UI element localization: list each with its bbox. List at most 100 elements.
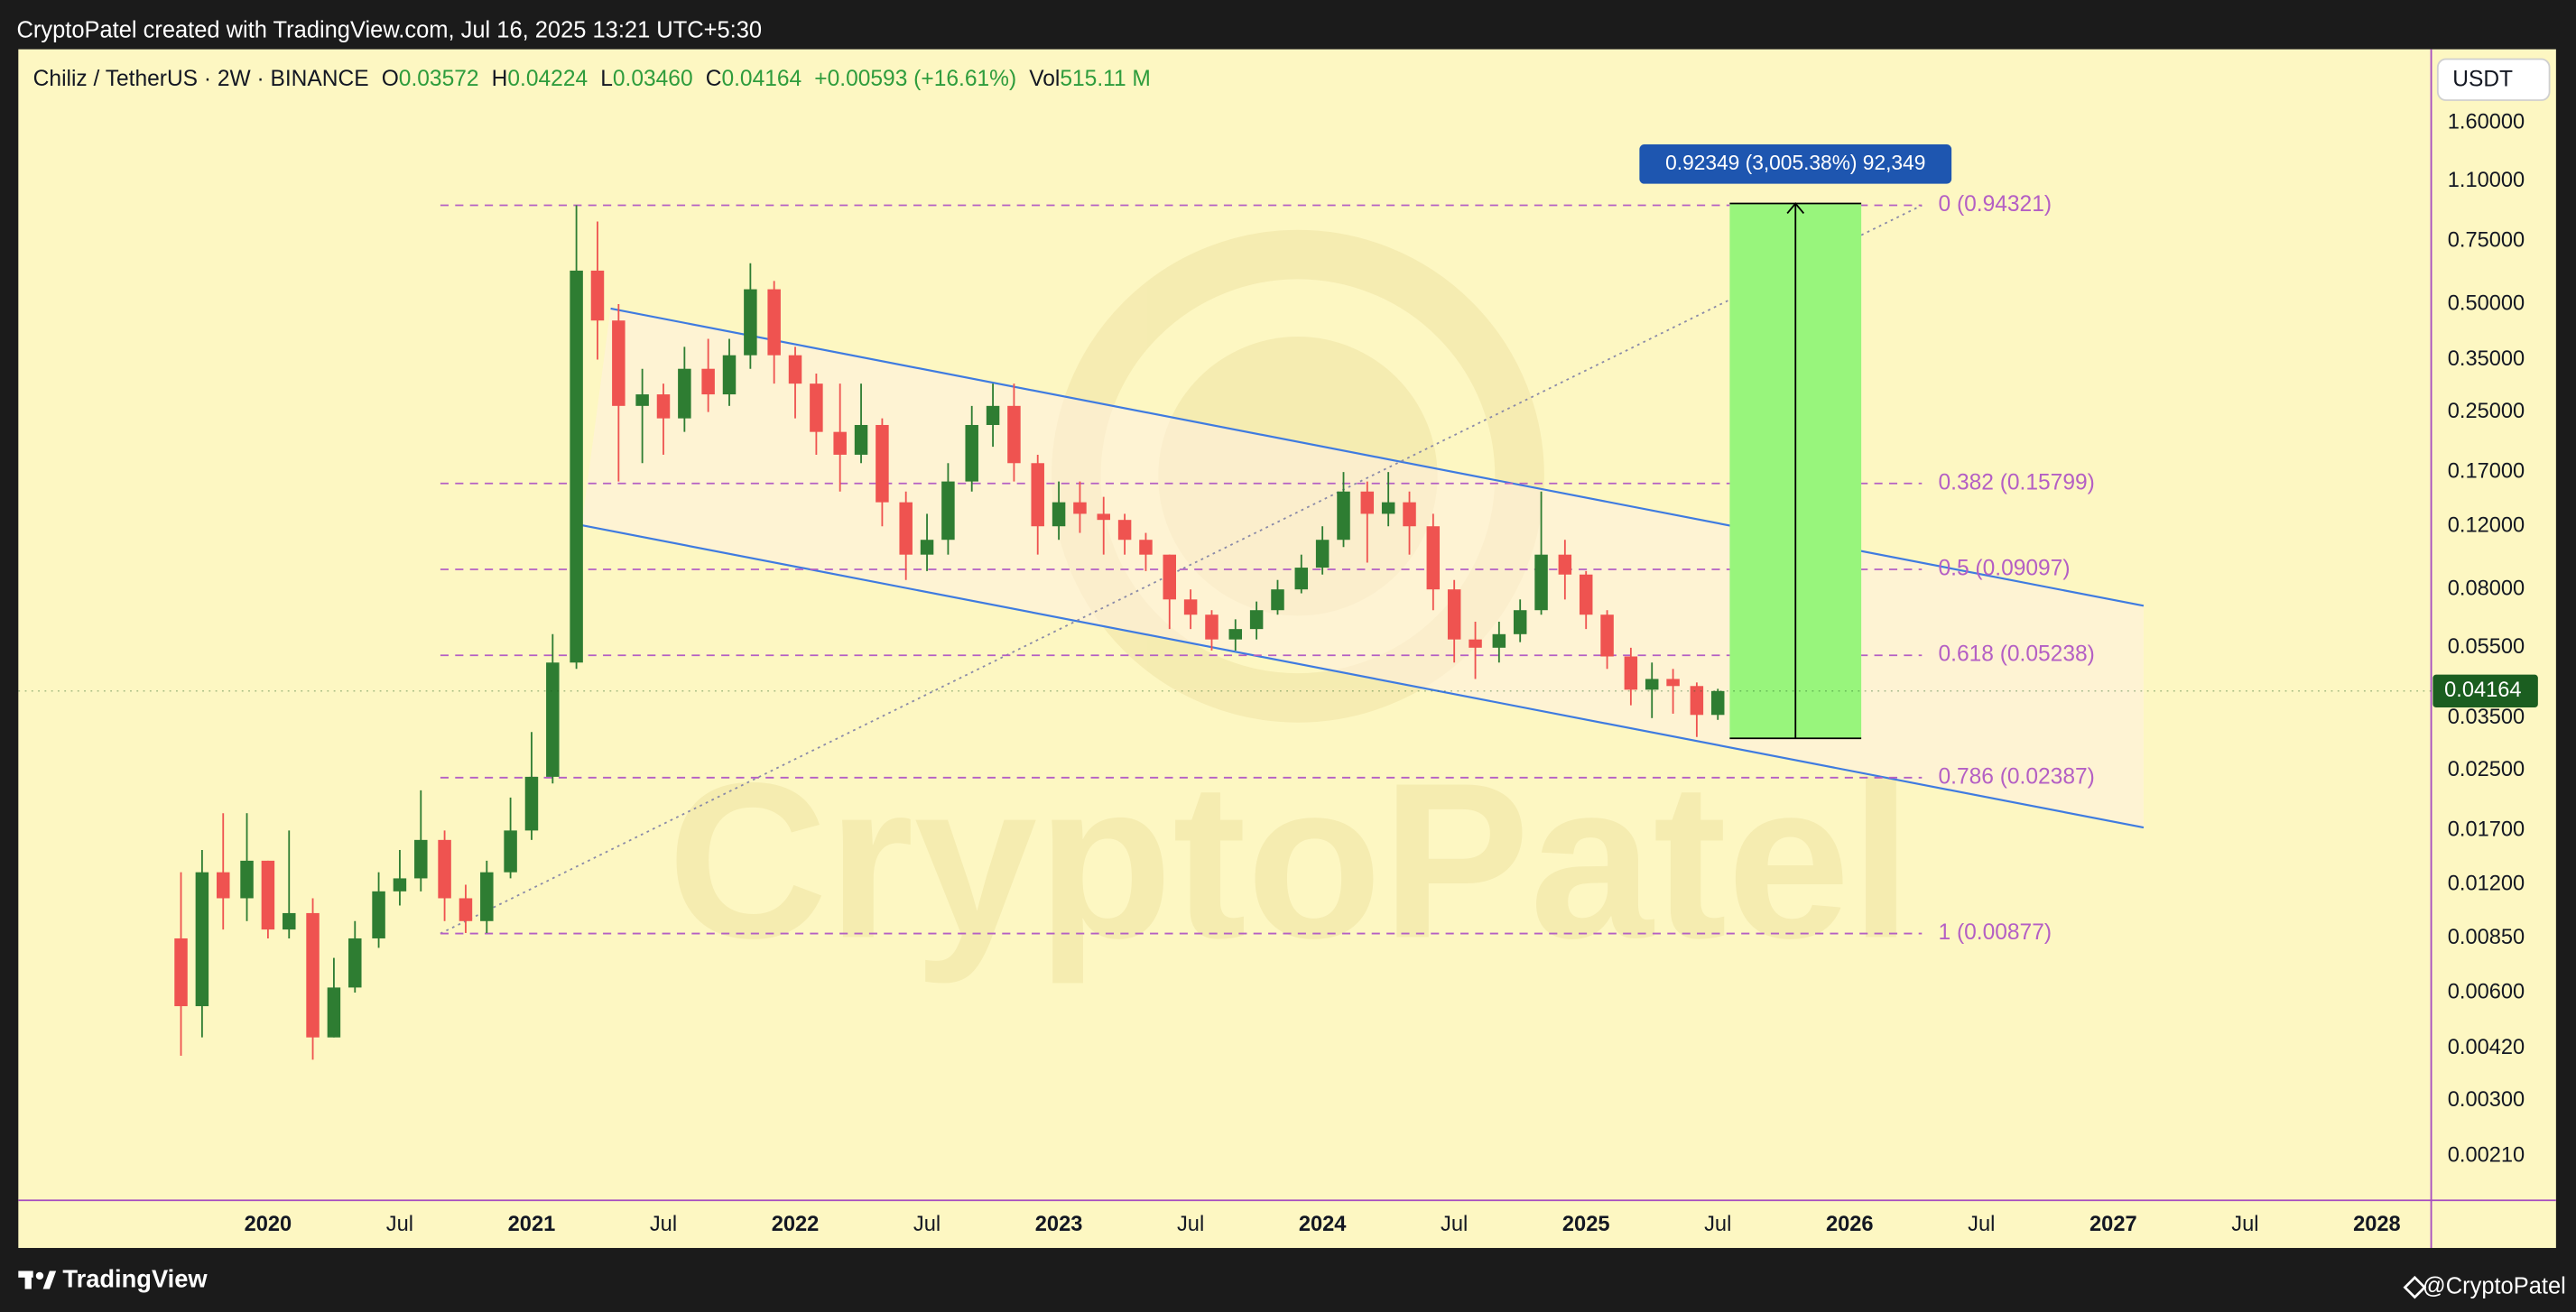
last-price-label: 0.04164 (2444, 679, 2521, 702)
plot-area: 0 (0.94321) 0.382 (0.15799) 0.5 (0.09097) 0… (18, 144, 2432, 1060)
y-tick-label: 0.75000 (2448, 228, 2525, 252)
legend-value: 0.04164 (721, 68, 802, 92)
measure-label: 0.92349 (3,005.38%) 92,349 (1665, 151, 1925, 174)
candle-body (635, 394, 649, 406)
legend-value: 0.03572 (399, 68, 479, 92)
candle-body (1294, 568, 1309, 590)
candle-body (1117, 520, 1132, 541)
candle-body (1579, 574, 1593, 615)
x-tick-label: Jul (1441, 1213, 1468, 1236)
candle-body (1052, 502, 1066, 527)
candle-body (810, 383, 823, 432)
candle-body (899, 502, 913, 555)
candle-body (678, 368, 691, 419)
candle-body (1205, 614, 1219, 640)
candle-body (1426, 526, 1441, 590)
candle-body (348, 938, 362, 988)
legend-value: 0.03460 (613, 68, 693, 92)
candle-body (1447, 589, 1461, 640)
x-tick-label: 2021 (508, 1213, 556, 1236)
legend-change: +0.00593 (+16.61%) (814, 68, 1016, 92)
x-tick-label: 2024 (1299, 1213, 1347, 1236)
candle-body (965, 424, 978, 482)
footer-brand: TradingView (62, 1265, 208, 1293)
candle-body (1031, 463, 1044, 527)
candle-body (1600, 614, 1614, 657)
candle-body (546, 662, 560, 777)
candle-body (480, 872, 494, 921)
y-tick-label: 0.01200 (2448, 873, 2525, 896)
fib-label: 0.786 (0.02387) (1938, 764, 2094, 789)
candle-body (788, 355, 802, 384)
currency-button[interactable] (2436, 58, 2551, 101)
fib-label: 0.382 (0.15799) (1938, 470, 2094, 494)
last-price-box (2432, 674, 2538, 708)
y-tick-label: 0.12000 (2448, 513, 2525, 537)
candle-body (524, 776, 539, 831)
candle-body (1249, 610, 1264, 630)
x-tick-label: 2020 (245, 1213, 292, 1236)
candle-body (1710, 690, 1725, 716)
candle-body (240, 860, 254, 899)
x-tick-label: Jul (2231, 1213, 2258, 1236)
y-tick-label: 0.08000 (2448, 577, 2525, 600)
legend-value: 515.11 M (1060, 68, 1151, 92)
candle-body (1513, 610, 1527, 634)
candle-body (570, 270, 583, 663)
y-tick-label: 0.00210 (2448, 1143, 2525, 1167)
candle-body (612, 320, 625, 406)
candle-body (920, 540, 934, 555)
candle-body (656, 394, 671, 419)
x-tick-label: Jul (650, 1213, 677, 1236)
watermark: CryptoPatel (667, 737, 1912, 984)
y-tick-label: 0.00420 (2448, 1036, 2525, 1059)
candle-body (876, 424, 889, 503)
x-tick-label: 2027 (2090, 1213, 2137, 1236)
tradingview-logo (18, 1270, 57, 1289)
y-tick-label: 0.50000 (2448, 291, 2525, 315)
candle-body (327, 987, 341, 1038)
fib-label: 0.618 (0.05238) (1938, 642, 2094, 667)
candle-body (1007, 405, 1021, 464)
y-tick-label: 0.35000 (2448, 347, 2525, 371)
candle-body (306, 912, 320, 1038)
candle-body (414, 839, 428, 879)
candle-body (1645, 679, 1659, 690)
measure-arrowhead (1786, 202, 1805, 215)
fib-label: 0 (0.94321) (1938, 192, 2052, 217)
candle-body (722, 355, 737, 395)
candle-body (941, 481, 955, 541)
currency-label[interactable]: USDT (2452, 68, 2513, 92)
candle-body (1381, 502, 1395, 514)
candle-body (744, 289, 757, 356)
candle-body (1097, 513, 1110, 521)
candle-body (1228, 629, 1243, 640)
x-tick-label: 2022 (772, 1213, 820, 1236)
y-tick-label: 1.60000 (2448, 111, 2525, 134)
candle-body (1337, 491, 1350, 541)
x-tick-label: 2026 (1826, 1213, 1874, 1236)
candle-body (459, 898, 473, 921)
candle-body (833, 431, 847, 455)
y-tick-label: 0.25000 (2448, 400, 2525, 423)
x-tick-label: 2023 (1035, 1213, 1083, 1236)
legend-label: L (600, 68, 613, 92)
y-tick-label: 0.02500 (2448, 758, 2525, 781)
logo-part (35, 1271, 44, 1280)
candle-body (1360, 491, 1375, 514)
candle-body (1139, 540, 1153, 555)
logo-part (42, 1270, 57, 1289)
candle-body (1183, 599, 1198, 615)
x-tick-label: 2028 (2353, 1213, 2401, 1236)
y-tick-label: 0.00600 (2448, 980, 2525, 1003)
candle-body (1558, 554, 1572, 575)
legend-value: 0.04224 (507, 68, 588, 92)
legend: Chiliz / TetherUS · 2W · BINANCE O0.0357… (33, 68, 1151, 92)
candle-body (767, 289, 781, 356)
channel-line (610, 307, 2145, 607)
candle-body (1315, 540, 1330, 568)
candle-body (195, 872, 209, 1007)
candle-body (1271, 589, 1284, 611)
y-tick-label: 1.10000 (2448, 169, 2525, 192)
